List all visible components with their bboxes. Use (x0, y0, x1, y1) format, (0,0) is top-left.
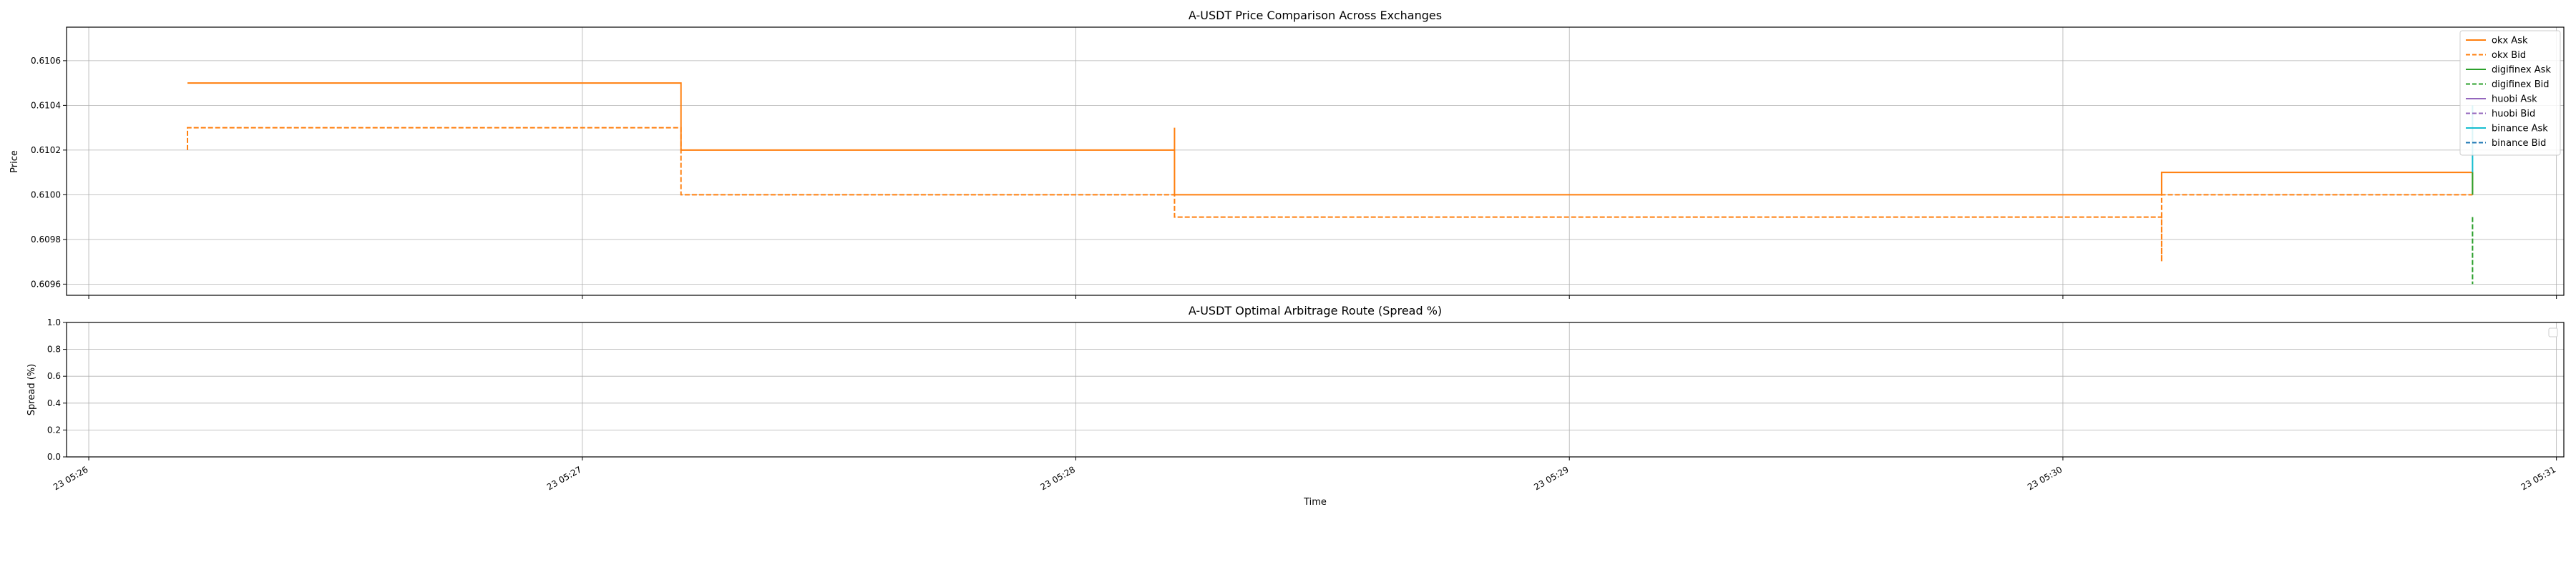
price-series-lines (187, 82, 2474, 285)
legend-label: okx Ask (2492, 36, 2528, 46)
price-y-tick-label: 0.6102 (31, 145, 61, 155)
x-tick-label: 23 05:26 (52, 464, 89, 492)
spread-y-tick-label: 0.4 (47, 398, 61, 408)
spread-grid (67, 322, 2564, 458)
legend-label: huobi Bid (2492, 109, 2535, 119)
series-line-okx-ask (187, 82, 2474, 196)
price-x-ticks (88, 295, 2557, 299)
spread-x-axis-label: Time (1303, 497, 1327, 508)
series-line-okx-bid (187, 127, 2473, 262)
price-y-tick-label: 0.6096 (31, 279, 61, 289)
spread-y-tick-label: 0.0 (47, 452, 61, 462)
price-plot-frame (66, 26, 2565, 296)
price-y-tick-label: 0.6098 (31, 235, 61, 245)
price-y-tick-label: 0.6100 (31, 189, 61, 199)
spread-panel: A-USDT Optimal Arbitrage Route (Spread %… (26, 304, 2565, 508)
price-panel: A-USDT Price Comparison Across Exchanges… (9, 9, 2565, 299)
spread-x-ticks: 23 05:26 23 05:27 23 05:28 23 05:29 23 05:30… (52, 457, 2557, 492)
legend-label: binance Bid (2492, 138, 2546, 149)
x-tick-label: 23 05:27 (545, 464, 583, 492)
price-y-axis-label: Price (9, 150, 20, 173)
spread-plot-frame (66, 322, 2565, 458)
spread-y-tick-label: 1.0 (47, 317, 61, 327)
legend-label: digifinex Ask (2492, 65, 2551, 76)
spread-chart-title: A-USDT Optimal Arbitrage Route (Spread %… (1189, 304, 1442, 317)
spread-y-tick-label: 0.6 (47, 371, 61, 381)
spread-y-tick-label: 0.2 (47, 425, 61, 435)
price-y-tick-label: 0.6106 (31, 56, 61, 66)
price-legend: okx Ask okx Bid digifinex Ask digifinex Bid… (2459, 30, 2561, 156)
x-tick-label: 23 05:30 (2026, 464, 2064, 492)
legend-label: huobi Ask (2492, 94, 2537, 105)
x-tick-label: 23 05:28 (1039, 464, 1077, 492)
x-tick-label: 23 05:31 (2519, 464, 2557, 492)
spread-empty-legend (2548, 327, 2558, 337)
price-grid (67, 27, 2564, 295)
legend-box (2459, 30, 2561, 156)
x-tick-label: 23 05:29 (1532, 464, 1570, 492)
spread-y-ticks: 0.0 0.2 0.4 0.6 0.8 1.0 (47, 317, 67, 462)
price-y-tick-label: 0.6104 (31, 100, 61, 110)
spread-y-axis-label: Spread (%) (26, 364, 37, 415)
legend-label: digifinex Bid (2492, 79, 2550, 90)
legend-label: okx Bid (2492, 50, 2526, 61)
price-chart-title: A-USDT Price Comparison Across Exchanges (1189, 9, 1442, 22)
legend-label: binance Ask (2492, 124, 2548, 134)
price-y-ticks: 0.6096 0.6098 0.6100 0.6102 0.6104 0.6106 (31, 56, 67, 289)
spread-y-tick-label: 0.8 (47, 345, 61, 355)
